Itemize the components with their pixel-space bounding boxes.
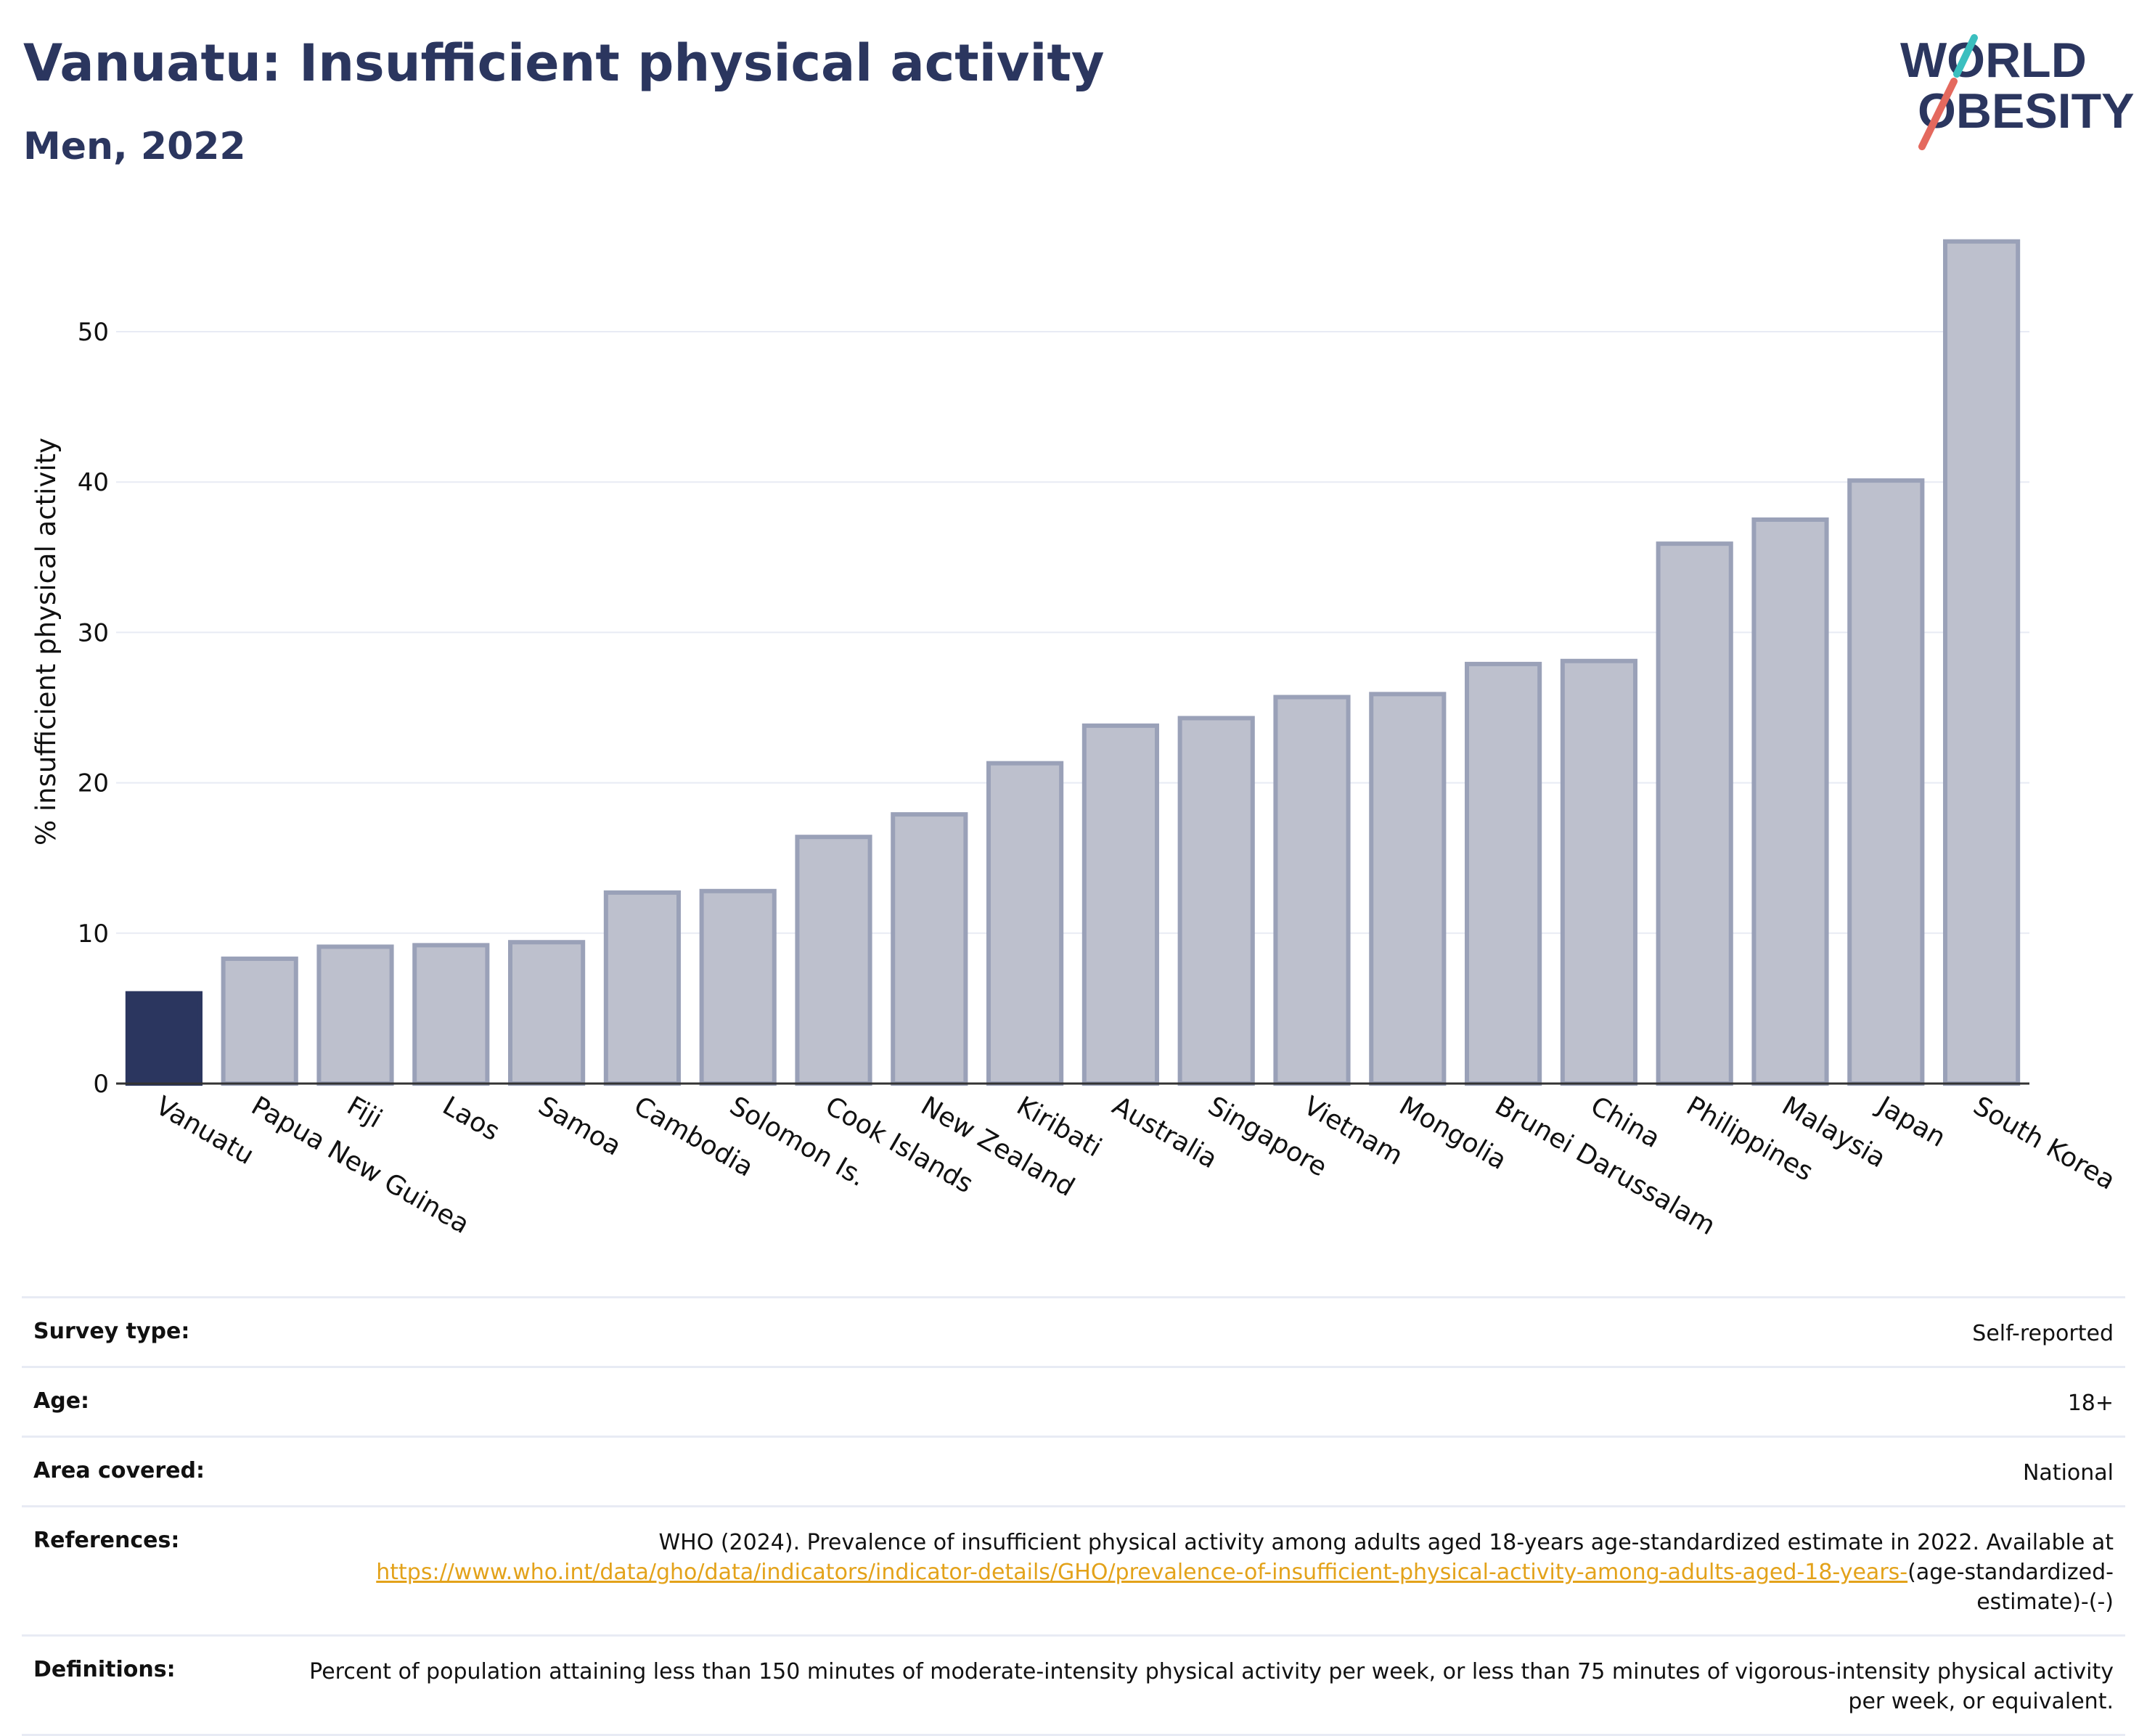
bar-vietnam: [1273, 695, 1351, 1086]
grid-lines: [116, 331, 2029, 934]
bar-philippines: [1656, 541, 1733, 1086]
survey-type-label: Survey type:: [33, 1319, 190, 1344]
bar-new-zealand: [891, 812, 968, 1086]
y-tick-labels: 0 10 20 30 40 50: [78, 318, 109, 1099]
bar-solomon-is: [699, 888, 777, 1086]
survey-type-value: Self-reported: [1972, 1321, 2114, 1346]
chart-title: Vanuatu: Insufficient physical activity: [23, 33, 1105, 93]
bar-kiribati: [986, 761, 1064, 1086]
bar-laos: [412, 943, 490, 1086]
info-row-survey-type: Survey type: Self-reported: [22, 1297, 2125, 1367]
x-tick-label: Australia: [1107, 1091, 1222, 1174]
references-text: WHO (2024). Prevalence of insufficient p…: [658, 1530, 2114, 1555]
bar-australia: [1081, 723, 1159, 1086]
x-tick-label: Laos: [438, 1091, 504, 1147]
bar-cambodia: [603, 890, 681, 1086]
bar-malaysia: [1751, 517, 1829, 1086]
y-tick-label: 50: [78, 318, 109, 347]
definitions-value: Percent of population attaining less tha…: [309, 1659, 2114, 1714]
bar-china: [1560, 658, 1637, 1086]
logo-text-world: WORLD: [1900, 33, 2087, 88]
bar-vanuatu: [125, 991, 203, 1086]
area-covered-value: National: [2022, 1460, 2114, 1486]
bar-cook-islands: [795, 835, 872, 1086]
y-tick-label: 0: [93, 1070, 109, 1099]
definitions-label: Definitions:: [33, 1657, 176, 1682]
x-tick-label: Mongolia: [1394, 1091, 1512, 1176]
bar-brunei-darussalam: [1465, 661, 1542, 1086]
x-tick-label: South Korea: [1968, 1091, 2120, 1196]
area-covered-label: Area covered:: [33, 1458, 205, 1483]
age-value: 18+: [2067, 1391, 2114, 1416]
y-tick-label: 20: [78, 769, 109, 798]
info-row-age: Age: 18+: [22, 1367, 2125, 1437]
info-table: Survey type: Self-reported Age: 18+ Area…: [22, 1296, 2125, 1736]
logo-slash-teal: [1953, 34, 1978, 78]
bar-samoa: [508, 940, 586, 1086]
x-tick-label: Fiji: [342, 1091, 387, 1134]
references-value: WHO (2024). Prevalence of insufficient p…: [295, 1507, 2125, 1636]
bar-south-korea: [1943, 239, 2021, 1086]
bar-fiji: [316, 944, 394, 1086]
x-tick-label: Vanuatu: [150, 1091, 258, 1171]
world-obesity-logo: WORLD OBESITY: [1900, 33, 2134, 150]
info-row-area: Area covered: National: [22, 1436, 2125, 1507]
chart-subtitle: Men, 2022: [23, 125, 246, 168]
info-row-references: References: WHO (2024). Prevalence of in…: [22, 1506, 2125, 1636]
x-tick-label: Samoa: [533, 1091, 626, 1162]
bar-mongolia: [1369, 692, 1447, 1086]
age-label: Age:: [33, 1388, 90, 1414]
y-tick-label: 10: [78, 920, 109, 949]
logo-slash-red: [1918, 78, 1958, 150]
bars: [125, 239, 2021, 1086]
references-suffix: (age-standardized-estimate)-(-): [1907, 1560, 2114, 1615]
logo-text-obesity: OBESITY: [1918, 83, 2134, 139]
bar-papua-new-guinea: [221, 957, 298, 1086]
references-link[interactable]: https://www.who.int/data/gho/data/indica…: [376, 1560, 1908, 1585]
references-label: References:: [33, 1528, 180, 1553]
bar-japan: [1847, 478, 1925, 1086]
y-tick-label: 30: [78, 618, 109, 647]
y-axis-label: % insufficient physical activity: [30, 438, 62, 846]
bar-singapore: [1177, 716, 1255, 1086]
y-tick-label: 40: [78, 468, 109, 497]
info-row-definitions: Definitions: Percent of population attai…: [22, 1635, 2125, 1735]
